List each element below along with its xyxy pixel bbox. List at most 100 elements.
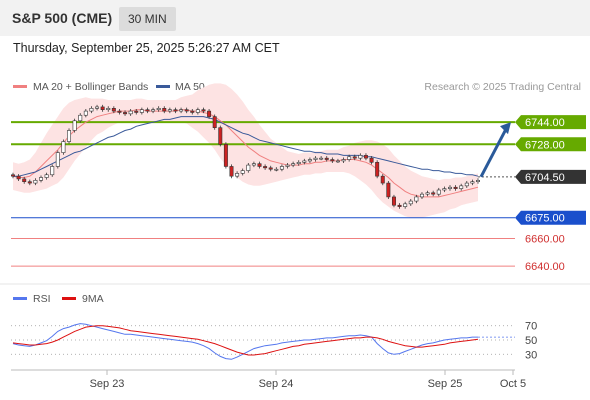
candle-body — [173, 109, 178, 112]
symbol-title: S&P 500 (CME) — [12, 10, 113, 26]
candle-body — [33, 180, 38, 184]
price-tag-label: 6640.00 — [525, 261, 565, 273]
candle-body — [403, 203, 408, 207]
price-tag-label: 6744.00 — [525, 117, 565, 129]
candle-body — [341, 159, 346, 162]
price-tag-label: 6704.50 — [525, 172, 565, 184]
candle-body — [27, 181, 32, 184]
ma9-legend-label: 9MA — [82, 293, 104, 305]
candle-body — [235, 173, 240, 177]
candle-body — [151, 109, 156, 112]
candle-body — [335, 160, 340, 163]
ma20-legend-label: MA 20 + Bollinger Bands — [33, 81, 148, 93]
candle-body — [313, 157, 318, 160]
candle-body — [296, 162, 301, 164]
candle-body — [55, 152, 60, 167]
rsi-legend-label: RSI — [33, 293, 51, 305]
candle-body — [106, 108, 111, 110]
projection-arrow-head — [500, 122, 511, 135]
candle-body — [380, 175, 385, 184]
price-tag-label: 6675.00 — [525, 213, 565, 225]
rsi-legend: RSI 9MA — [13, 293, 104, 305]
ma50-line — [13, 116, 479, 177]
candle-body — [22, 178, 27, 182]
candle-body — [67, 130, 72, 142]
candle-body — [448, 186, 452, 189]
candle-body — [139, 109, 144, 113]
candle-body — [431, 192, 436, 195]
price-tag-label: 6728.00 — [525, 139, 565, 151]
candle-body — [358, 155, 363, 159]
candle-body — [201, 109, 206, 112]
candle-body — [279, 166, 284, 170]
candle-body — [61, 141, 66, 153]
candle-body — [111, 108, 116, 112]
bollinger-band-fill — [13, 83, 478, 218]
price-tag-box — [515, 115, 586, 130]
projection-arrow-shaft — [479, 126, 509, 178]
time-tick-label: Sep 25 — [428, 378, 463, 390]
candle-body — [268, 167, 273, 170]
candle-body — [184, 109, 189, 112]
rsi-tick-label: 50 — [525, 335, 537, 347]
candle-body — [307, 159, 312, 162]
candle-body — [89, 108, 94, 112]
candle-body — [263, 166, 268, 169]
candle-body — [212, 116, 217, 128]
candle-body — [223, 144, 228, 167]
candle-body — [229, 166, 234, 177]
candle-body — [128, 110, 133, 115]
candle-body — [414, 196, 419, 202]
ma50-legend-label: MA 50 — [175, 81, 205, 93]
candles — [11, 104, 480, 209]
candle-body — [162, 108, 167, 112]
candle-body — [190, 110, 195, 113]
time-tick-label: Oct 5 — [500, 378, 526, 390]
candle-body — [16, 175, 21, 180]
rsi-tick-label: 70 — [525, 321, 537, 333]
ma50-legend-swatch — [156, 85, 170, 88]
candle-body — [324, 157, 329, 160]
time-tick-label: Sep 24 — [259, 378, 294, 390]
candle-body — [257, 163, 262, 167]
price-tag-label: 6660.00 — [525, 233, 565, 245]
candle-body — [274, 168, 279, 171]
candle-body — [391, 196, 396, 206]
candle-body — [464, 182, 469, 187]
candle-body — [218, 127, 223, 145]
candle-body — [95, 106, 100, 109]
candle-body — [453, 186, 458, 189]
candle-body — [195, 109, 200, 113]
candle-body — [11, 174, 15, 177]
candle-body — [330, 159, 335, 162]
price-tag-box — [515, 137, 586, 152]
candle-body — [285, 164, 290, 167]
time-tick-label: Sep 23 — [90, 378, 125, 390]
candle-body — [397, 204, 402, 207]
candle-body — [167, 109, 172, 112]
rsi-panel: 70 50 30 — [11, 321, 537, 361]
candle-body — [207, 110, 212, 117]
candle-body — [50, 166, 55, 176]
candle-body — [476, 180, 480, 182]
candle-body — [375, 162, 380, 177]
rsi-tick-label: 30 — [525, 349, 537, 361]
candle-body — [83, 110, 88, 116]
candle-body — [408, 200, 413, 205]
candle-body — [470, 181, 475, 184]
candle-body — [117, 110, 122, 113]
time-axis: Sep 23 Sep 24 Sep 25 Oct 5 — [90, 370, 526, 390]
price-tag-box — [515, 210, 586, 225]
rsi-ma-line — [12, 325, 479, 356]
timeframe-button[interactable]: 30 MIN — [119, 7, 176, 31]
candle-body — [44, 174, 49, 178]
price-tags: 6744.00 6728.00 6704.50 6675.00 6660.00 6640.… — [515, 115, 586, 273]
candle-body — [240, 170, 245, 174]
candle-body — [251, 163, 256, 166]
candle-body — [425, 192, 430, 195]
chart-legend: MA 20 + Bollinger Bands MA 50 Research ©… — [13, 81, 581, 93]
ma20-line — [12, 109, 479, 198]
candle-body — [352, 156, 357, 159]
rsi-legend-swatch — [13, 297, 27, 300]
